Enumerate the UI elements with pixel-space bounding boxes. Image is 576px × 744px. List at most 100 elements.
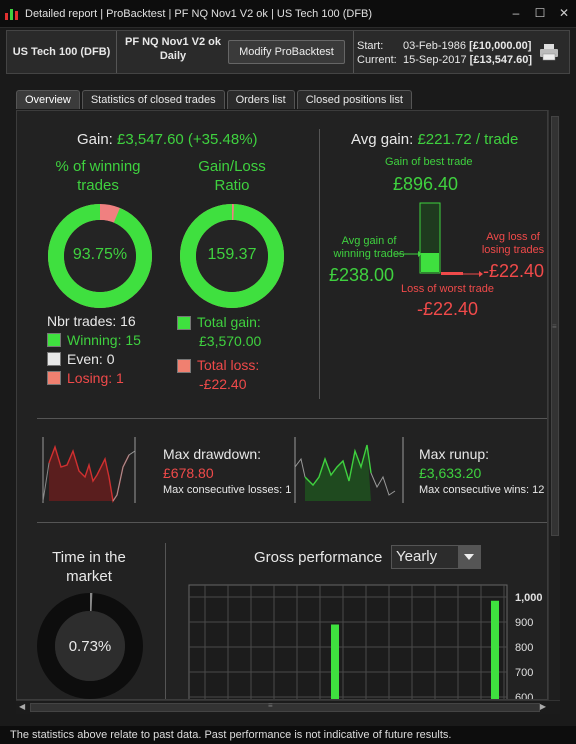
even-count-text: Even: 0 [67, 351, 115, 367]
worst-trade-label: Loss of worst trade [401, 283, 494, 295]
gain-label: Gain: [77, 131, 113, 148]
time-in-market-title-line2: market [66, 568, 112, 585]
strategy-timeframe: Daily [159, 50, 187, 62]
minimize-icon[interactable]: – [512, 6, 520, 20]
best-trade-label: Gain of best trade [385, 156, 473, 168]
chevron-down-icon[interactable] [458, 546, 480, 568]
losing-count-text: Losing: 1 [67, 370, 124, 386]
total-gain-swatch [177, 315, 191, 330]
winning-pct-value: 93.75% [72, 246, 128, 263]
y-tick-label: 1,000 [515, 592, 543, 604]
time-in-market-title: Time in the market [37, 548, 141, 586]
runup-mini-chart [294, 437, 404, 503]
avg-win-value: £238.00 [329, 265, 395, 285]
winning-pct-title-line1: % of winning [55, 158, 141, 175]
max-consecutive-wins: Max consecutive wins: 12 [419, 484, 545, 496]
avg-loss-value: -£22.40 [483, 261, 545, 281]
vertical-scrollbar-thumb[interactable] [551, 116, 559, 536]
winning-count: Winning: 15 [47, 332, 141, 348]
performance-bar [331, 624, 339, 699]
max-runup-value: £3,633.20 [419, 465, 482, 481]
period-select-value: Yearly [396, 548, 438, 565]
strategy-info: PF NQ Nov1 V2 ok Daily [117, 35, 229, 63]
scroll-grip-icon: ≡ [552, 322, 557, 331]
scroll-grip-icon: ≡ [268, 701, 273, 710]
total-gain-label: Total gain: [197, 314, 261, 330]
even-count: Even: 0 [47, 351, 114, 367]
horizontal-scrollbar[interactable]: ◀ ≡ ▶ [16, 700, 560, 714]
time-in-market-donut [37, 593, 143, 699]
current-label: Current: [357, 54, 397, 66]
close-icon[interactable]: ✕ [558, 6, 570, 20]
avg-win-arrow [394, 251, 422, 257]
vertical-scrollbar[interactable]: ≡ [548, 110, 560, 700]
maximize-icon[interactable]: ☐ [534, 6, 546, 20]
y-tick-label: 800 [515, 642, 533, 654]
tab-orders-list[interactable]: Orders list [226, 90, 295, 109]
total-loss: Total loss: -£22.40 [177, 356, 259, 394]
worst-trade-value: -£22.40 [417, 299, 479, 319]
period-select[interactable]: Yearly [391, 545, 481, 569]
tab-statistics-closed-trades[interactable]: Statistics of closed trades [81, 90, 225, 109]
gross-performance-chart: 1,000 900 800 700 600 [188, 584, 543, 700]
report-tabs: Overview Statistics of closed trades Ord… [16, 90, 414, 110]
avg-gain-value: £221.72 / trade [417, 131, 519, 148]
start-label: Start: [357, 40, 384, 52]
backtest-dates: Start: 03-Feb-1986 [£10,000.00] Current:… [357, 39, 543, 67]
avg-win-bar [421, 253, 439, 272]
start-capital: [£10,000.00] [469, 40, 532, 52]
y-tick-label: 900 [515, 617, 533, 629]
tab-overview[interactable]: Overview [16, 90, 80, 109]
start-date: 03-Feb-1986 [403, 40, 466, 52]
total-loss-value: -£22.40 [199, 376, 247, 392]
gain-loss-ratio-title: Gain/Loss Ratio [177, 157, 287, 195]
gain-value: £3,547.60 (+35.48%) [117, 131, 258, 148]
row-divider-2 [37, 522, 547, 523]
avg-loss-label: Avg loss of losing trades [477, 231, 547, 257]
disclaimer-footer: The statistics above relate to past data… [0, 726, 576, 744]
drawdown-mini-chart [42, 437, 136, 503]
backtest-header: US Tech 100 (DFB) PF NQ Nov1 V2 ok Daily… [6, 30, 570, 74]
avg-win-label-line2: winning trades [333, 248, 405, 260]
modify-probacktest-button[interactable]: Modify ProBacktest [228, 40, 345, 64]
ratio-title-line1: Gain/Loss [198, 158, 266, 175]
scroll-right-icon[interactable]: ▶ [539, 702, 546, 711]
section-divider [319, 129, 320, 399]
instrument-name: US Tech 100 (DFB) [7, 31, 117, 73]
winning-swatch [47, 333, 61, 347]
gain-loss-ratio-donut [180, 204, 284, 308]
gain-summary: Gain: £3,547.60 (+35.48%) [77, 131, 258, 148]
winning-pct-title: % of winning trades [43, 157, 153, 195]
winning-pct-donut [48, 204, 152, 308]
scroll-left-icon[interactable]: ◀ [19, 702, 26, 711]
row-divider [37, 418, 547, 419]
strategy-name: PF NQ Nov1 V2 ok [125, 36, 221, 48]
horizontal-scrollbar-thumb[interactable] [30, 703, 540, 712]
total-loss-label: Total loss: [197, 357, 260, 373]
current-date: 15-Sep-2017 [403, 54, 467, 66]
max-drawdown-value: £678.80 [163, 465, 214, 481]
avg-loss-label-line1: Avg loss of [486, 231, 540, 243]
title-bar: Detailed report | ProBacktest | PF NQ No… [0, 0, 576, 28]
max-drawdown-label: Max drawdown: [163, 446, 262, 462]
even-swatch [47, 352, 61, 366]
total-gain-value: £3,570.00 [199, 333, 262, 349]
avg-loss-label-line2: losing trades [481, 244, 545, 256]
losing-count: Losing: 1 [47, 370, 124, 386]
avg-win-label-line1: Avg gain of [341, 235, 397, 247]
avg-loss-marker [441, 271, 483, 277]
time-in-market-title-line1: Time in the [52, 549, 126, 566]
total-gain: Total gain: £3,570.00 [177, 313, 261, 351]
performance-bar [491, 600, 499, 699]
y-tick-label: 600 [515, 692, 533, 700]
print-icon[interactable] [539, 43, 559, 61]
time-in-market-value: 0.73% [68, 638, 112, 655]
tab-closed-positions-list[interactable]: Closed positions list [296, 90, 412, 109]
gross-performance-title: Gross performance [254, 549, 383, 566]
nbr-trades: Nbr trades: 16 [47, 313, 136, 329]
app-logo-icon [3, 6, 21, 22]
current-capital: [£13,547.60] [469, 54, 533, 66]
total-loss-swatch [177, 358, 191, 373]
gain-loss-ratio-value: 159.37 [207, 246, 257, 263]
y-tick-label: 700 [515, 667, 533, 679]
